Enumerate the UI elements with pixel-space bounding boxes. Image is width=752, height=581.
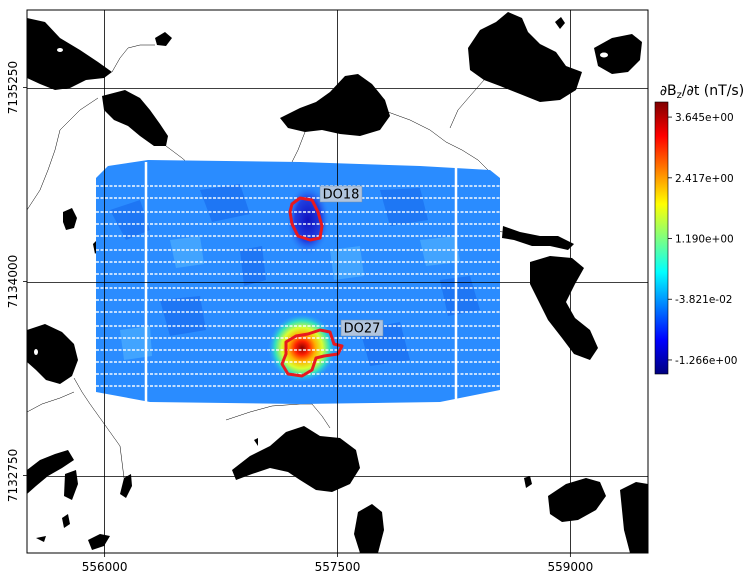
anomaly-label-text: DO18 (323, 188, 360, 203)
anomaly-label-text: DO27 (344, 322, 381, 337)
lake (548, 478, 606, 522)
x-tick-label: 559000 (547, 560, 593, 574)
lake (280, 74, 390, 136)
lake (36, 536, 46, 542)
x-tick-label: 557500 (315, 560, 361, 574)
lake (63, 208, 77, 230)
colorbar-tick-label: 2.417e+00 (675, 173, 734, 185)
lake (524, 476, 532, 488)
y-axis: 7132750 7134000 7135250 (6, 61, 27, 502)
anomaly-label-do18: DO18 (319, 185, 363, 203)
colorbar-gradient (654, 101, 669, 375)
y-tick-label: 7134000 (6, 255, 20, 308)
x-axis: 556000 557500 559000 (82, 553, 593, 574)
lake (354, 504, 384, 553)
lake (502, 226, 574, 250)
lake (64, 470, 78, 500)
colorbar-tick-label: 1.190e+00 (675, 233, 734, 245)
survey-heatmap (96, 160, 500, 404)
do27-outline (280, 328, 344, 378)
colorbar-tick-label: -3.821e-02 (675, 294, 732, 306)
lake (27, 324, 78, 384)
lake (62, 514, 70, 528)
anomaly-outlines (280, 196, 344, 378)
do27-high-anomaly (268, 314, 336, 382)
lakes-layer (27, 12, 648, 553)
lake (232, 426, 360, 492)
lake (254, 438, 258, 446)
lake (468, 12, 582, 102)
colorbar-title: ∂Bz/∂t (nT/s) (660, 83, 744, 101)
lake (555, 17, 565, 29)
lake (594, 34, 642, 74)
do18-outline (288, 196, 324, 242)
lake (155, 32, 172, 46)
y-tick-label: 7132750 (6, 449, 20, 502)
colorbar-tick-label: 3.645e+00 (675, 112, 734, 124)
colorbar-tick-label: -1.266e+00 (675, 355, 737, 367)
colorbar: ∂Bz/∂t (nT/s) -1.266e+00 -3.821e-02 1.190e… (654, 83, 744, 375)
lake (620, 482, 648, 553)
x-tick-label: 556000 (82, 560, 128, 574)
lake (120, 474, 132, 498)
anomaly-label-do27: DO27 (340, 319, 384, 337)
y-tick-label: 7135250 (6, 61, 20, 114)
lake (27, 450, 74, 494)
map-grid (27, 10, 648, 553)
lake (102, 90, 168, 146)
lake (530, 256, 598, 360)
lake (27, 18, 112, 90)
